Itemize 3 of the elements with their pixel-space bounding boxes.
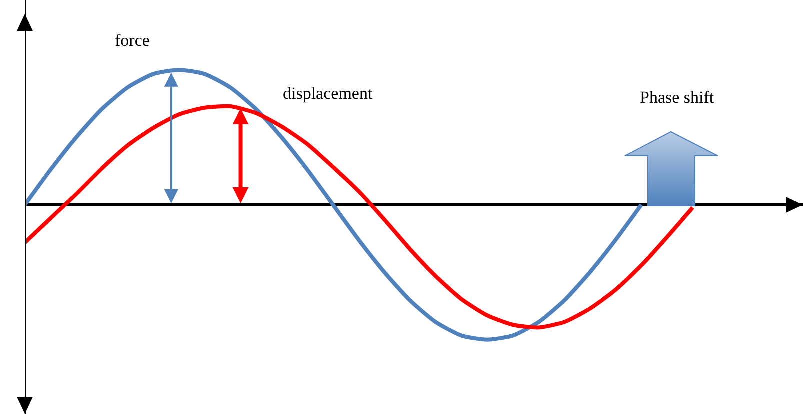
series-label: displacement <box>283 84 373 103</box>
series-label: force <box>115 31 150 50</box>
annotation: Phase shift <box>640 88 714 107</box>
